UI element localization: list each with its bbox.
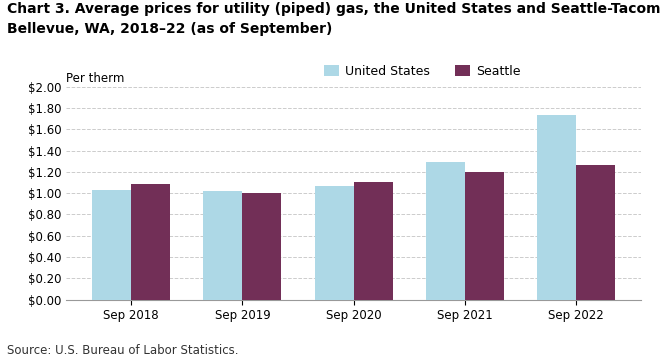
Bar	[131, 183, 170, 300]
Bar	[354, 182, 393, 300]
Bar	[537, 116, 576, 300]
Text: Chart 3. Average prices for utility (piped) gas, the United States and Seattle-T: Chart 3. Average prices for utility (pip…	[7, 2, 661, 16]
Bar	[315, 186, 354, 300]
Bar	[465, 172, 504, 300]
Bar	[576, 165, 615, 300]
Bar	[93, 190, 131, 300]
Bar	[204, 191, 243, 300]
Text: Per therm: Per therm	[66, 72, 124, 85]
Text: Bellevue, WA, 2018–22 (as of September): Bellevue, WA, 2018–22 (as of September)	[7, 22, 332, 36]
Bar	[426, 162, 465, 300]
Legend: United States, Seattle: United States, Seattle	[319, 60, 526, 83]
Text: Source: U.S. Bureau of Labor Statistics.: Source: U.S. Bureau of Labor Statistics.	[7, 344, 238, 357]
Bar	[243, 193, 282, 300]
